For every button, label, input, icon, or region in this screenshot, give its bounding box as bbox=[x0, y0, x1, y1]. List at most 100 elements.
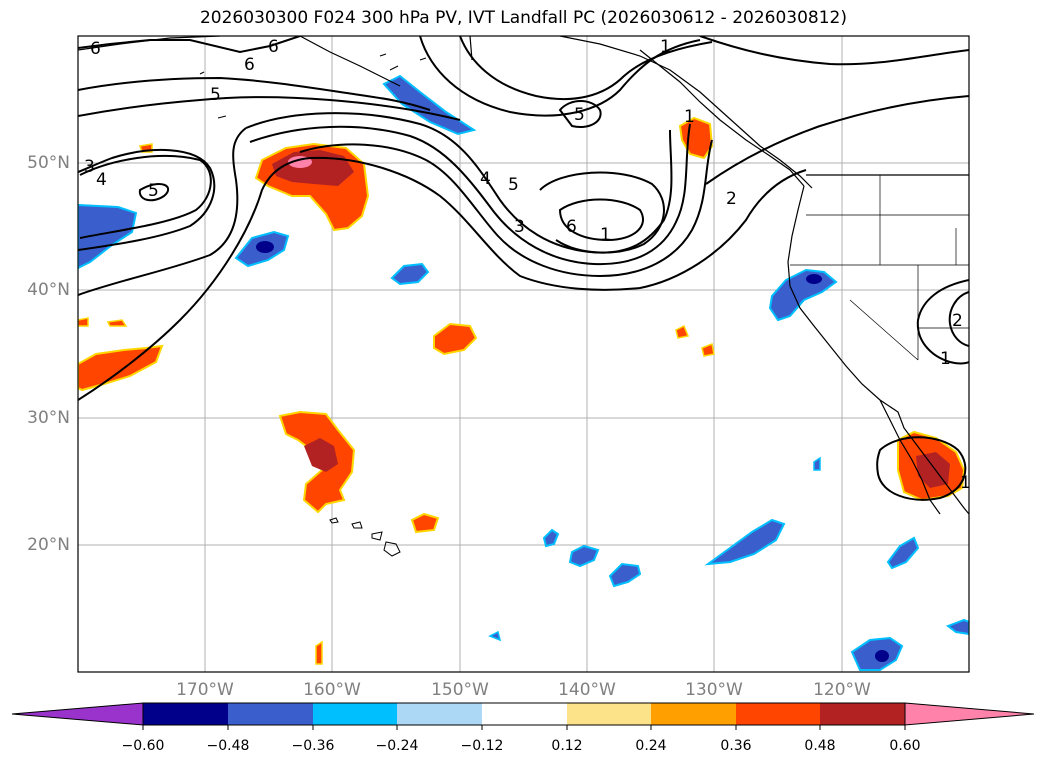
contour-4-west-loop bbox=[78, 149, 216, 251]
negative-anomaly-regions bbox=[78, 74, 969, 671]
blue-region-140w bbox=[568, 544, 600, 568]
figure-title: 2026030300 F024 300 hPa PV, IVT Landfall… bbox=[199, 8, 847, 28]
lat-label-50n: 50°N bbox=[27, 153, 70, 173]
contour-2-coast bbox=[705, 95, 969, 185]
contour-label: 3 bbox=[514, 217, 525, 237]
blue-region-east-edge bbox=[945, 618, 969, 636]
lat-label-30n: 30°N bbox=[27, 408, 70, 428]
colorbar-segment bbox=[820, 703, 905, 725]
contour-tight-upper-1 bbox=[419, 36, 701, 117]
us-west-coast bbox=[787, 185, 969, 515]
blue-region-137w bbox=[608, 562, 642, 588]
alaska-islands bbox=[199, 53, 427, 119]
contour-labels: 6 6 6 5 4 3 5 1 5 4 5 3 6 1 2 1 1 1 2 bbox=[84, 37, 971, 493]
lon-label-120w: 120°W bbox=[813, 680, 871, 700]
lon-label-160w: 160°W bbox=[303, 680, 361, 700]
contour-label: 1 bbox=[940, 349, 951, 369]
colorbar-tick-label: 0.60 bbox=[889, 738, 921, 754]
dark-red-core-baja bbox=[916, 452, 950, 488]
lon-label-130w: 130°W bbox=[685, 680, 743, 700]
contour-6-center bbox=[558, 198, 644, 242]
contour-1-bc bbox=[699, 36, 969, 66]
colorbar-segment bbox=[736, 703, 820, 725]
colorbar-segment bbox=[482, 703, 567, 725]
contour-label: 6 bbox=[268, 37, 279, 57]
blue-region-tiny-2 bbox=[813, 456, 821, 471]
colorbar-segment bbox=[143, 703, 228, 725]
warm-region-tiny-160w bbox=[315, 640, 323, 665]
colorbar-tick-label: −0.60 bbox=[121, 738, 165, 754]
colorbar-tick-label: 0.36 bbox=[720, 738, 752, 754]
blue-region-west-edge bbox=[78, 203, 138, 270]
warm-region-131w bbox=[701, 342, 715, 357]
contour-3-west bbox=[78, 127, 247, 296]
contour-label: 5 bbox=[148, 181, 159, 201]
contour-tight-upper-2 bbox=[459, 36, 713, 100]
warm-region-tiny-west bbox=[106, 319, 128, 327]
contour-trough-1 bbox=[245, 112, 673, 254]
map-frame bbox=[77, 35, 970, 673]
blue-region-152w bbox=[390, 262, 430, 286]
warm-region-west-edge bbox=[78, 344, 164, 392]
contour-label: 2 bbox=[726, 189, 737, 209]
pv-contours bbox=[78, 36, 969, 501]
colorbar-max-extension bbox=[904, 702, 1035, 726]
contour-label: 5 bbox=[508, 175, 519, 195]
colorbar-segment bbox=[397, 703, 482, 725]
contour-label: 6 bbox=[90, 39, 101, 59]
colorbar-segment bbox=[567, 703, 651, 725]
state-borders bbox=[790, 175, 969, 361]
blue-region-tiny-1 bbox=[488, 630, 502, 642]
colorbar-tick-label: 0.48 bbox=[804, 738, 836, 754]
contour-ring-east bbox=[916, 279, 969, 365]
dark-red-core-160w-south bbox=[304, 438, 338, 472]
bc-coast bbox=[639, 49, 805, 187]
hawaii-islands bbox=[329, 517, 401, 557]
contour-label: 3 bbox=[84, 157, 95, 177]
colorbar-segment bbox=[651, 703, 736, 725]
contour-label: 1 bbox=[960, 473, 971, 493]
contour-5-arctic bbox=[78, 96, 461, 121]
colorbar-tick-label: −0.24 bbox=[375, 738, 419, 754]
contour-label: 4 bbox=[96, 170, 107, 190]
navy-core-se-corner bbox=[875, 650, 889, 662]
colorbar-segment bbox=[228, 703, 313, 725]
colorbar-tick-label: 0.24 bbox=[635, 738, 667, 754]
contour-label: 6 bbox=[566, 217, 577, 237]
contour-label: 5 bbox=[574, 105, 585, 125]
contour-5-west-loop bbox=[79, 155, 212, 239]
lon-label-170w: 170°W bbox=[176, 680, 234, 700]
contour-6-north bbox=[78, 36, 301, 54]
lon-label-150w: 150°W bbox=[431, 680, 489, 700]
colorbar-tick-label: −0.12 bbox=[460, 738, 504, 754]
warm-region-150w bbox=[433, 322, 478, 356]
contour-label: 1 bbox=[660, 37, 671, 57]
contour-6-loop bbox=[138, 182, 170, 202]
contour-label: 6 bbox=[244, 55, 255, 75]
lon-label-140w: 140°W bbox=[558, 680, 616, 700]
colorbar-tick-label: −0.48 bbox=[206, 738, 250, 754]
colorbar-tick-label: −0.36 bbox=[291, 738, 335, 754]
contour-ring-east-inner bbox=[948, 291, 969, 347]
positive-anomaly-regions bbox=[78, 116, 966, 665]
colorbar-min-extension bbox=[11, 702, 144, 726]
colorbar-segment bbox=[313, 703, 397, 725]
contour-label: 5 bbox=[210, 85, 221, 105]
contour-label: 4 bbox=[480, 169, 491, 189]
warm-region-tiny-west2 bbox=[78, 317, 89, 327]
contour-label: 2 bbox=[952, 311, 963, 331]
warm-region-152w-small bbox=[410, 512, 440, 534]
contour-baja-loop bbox=[876, 436, 967, 501]
warm-region-133w bbox=[675, 324, 690, 339]
contour-loop-5-nw bbox=[558, 100, 602, 128]
contour-trough-3 bbox=[299, 139, 713, 278]
colorbar bbox=[11, 702, 1035, 730]
map-background bbox=[78, 36, 969, 672]
contour-trough-2 bbox=[249, 123, 691, 266]
blue-region-142w bbox=[542, 528, 560, 548]
contour-label: 1 bbox=[684, 107, 695, 127]
contour-5-outer bbox=[78, 76, 431, 111]
contour-trough-4 bbox=[78, 156, 807, 401]
contour-label: 1 bbox=[600, 225, 611, 245]
